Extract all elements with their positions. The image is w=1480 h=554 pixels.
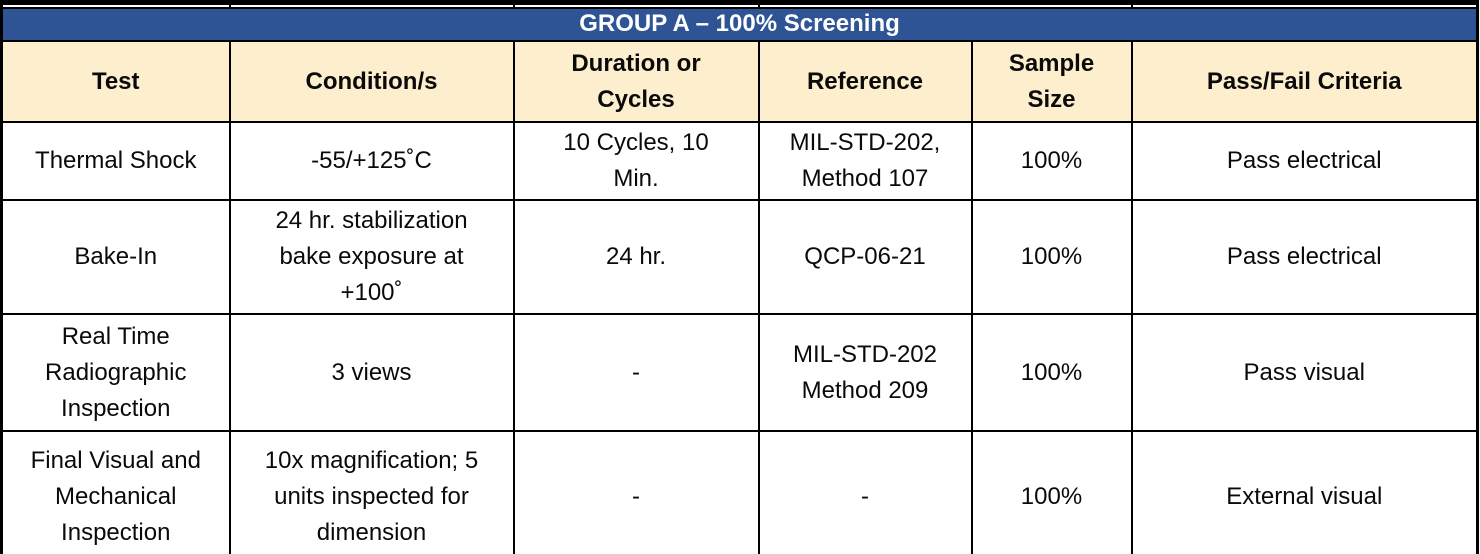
cell-conditions: 3 views	[228, 313, 515, 432]
cell-duration: -	[512, 313, 760, 432]
cell-sample-size: 100%	[970, 313, 1133, 432]
cell-pass-fail: Pass visual	[1130, 313, 1479, 432]
table-row-thermal-shock: Thermal Shock -55/+125˚C 10 Cycles, 10 M…	[0, 121, 1479, 201]
cell-pass-fail: Pass electrical	[1130, 121, 1479, 201]
cell-duration: -	[512, 430, 760, 554]
cell-pass-fail: External visual	[1130, 430, 1479, 554]
cell-conditions: -55/+125˚C	[228, 121, 515, 201]
cell-duration: 10 Cycles, 10 Min.	[512, 121, 760, 201]
cell-reference: MIL-STD-202 Method 209	[757, 313, 973, 432]
table-row-radiographic-inspection: Real Time Radiographic Inspection 3 view…	[0, 313, 1479, 432]
cell-pass-fail: Pass electrical	[1130, 199, 1479, 315]
cell-test: Thermal Shock	[0, 121, 231, 201]
column-header-sample-size: Sample Size	[970, 40, 1133, 123]
cell-conditions: 24 hr. stabilization bake exposure at +1…	[228, 199, 515, 315]
table-title-row: GROUP A – 100% Screening	[0, 7, 1479, 42]
cell-reference: -	[757, 430, 973, 554]
table-row-final-visual-inspection: Final Visual and Mechanical Inspection 1…	[0, 430, 1479, 554]
table-title: GROUP A – 100% Screening	[0, 7, 1479, 42]
table-row-bake-in: Bake-In 24 hr. stabilization bake exposu…	[0, 199, 1479, 315]
cell-duration: 24 hr.	[512, 199, 760, 315]
column-header-test: Test	[0, 40, 231, 123]
cell-sample-size: 100%	[970, 121, 1133, 201]
cell-sample-size: 100%	[970, 199, 1133, 315]
cell-reference: QCP-06-21	[757, 199, 973, 315]
column-header-pass-fail: Pass/Fail Criteria	[1130, 40, 1479, 123]
cell-test: Real Time Radiographic Inspection	[0, 313, 231, 432]
cell-reference: MIL-STD-202, Method 107	[757, 121, 973, 201]
cell-test: Final Visual and Mechanical Inspection	[0, 430, 231, 554]
column-header-reference: Reference	[757, 40, 973, 123]
column-header-duration: Duration or Cycles	[512, 40, 760, 123]
cell-conditions: 10x magnification; 5 units inspected for…	[228, 430, 515, 554]
column-header-conditions: Condition/s	[228, 40, 515, 123]
column-header-row: Test Condition/s Duration or Cycles Refe…	[0, 40, 1479, 123]
cell-sample-size: 100%	[970, 430, 1133, 554]
cell-test: Bake-In	[0, 199, 231, 315]
